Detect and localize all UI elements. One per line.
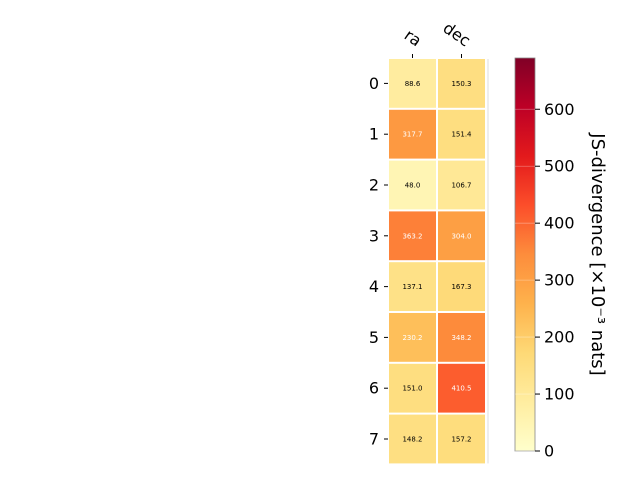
- column-tick-labels: ra dec: [401, 18, 474, 58]
- colorbar-tick-label: 200: [544, 328, 575, 347]
- colorbar-gradient: [514, 57, 536, 452]
- cell-value-label: 363.2: [402, 232, 422, 240]
- row-tick-label: 6: [369, 379, 379, 398]
- colorbar-tick-label: 600: [544, 100, 575, 119]
- row-tick-label: 1: [369, 125, 379, 144]
- heatmap-cell: [389, 313, 436, 362]
- colorbar-tick-label: 0: [544, 442, 554, 461]
- colorbar-label: JS-divergence [×10⁻³ nats]: [587, 132, 608, 375]
- row-tick-labels: 0 1 2 3 4 5 6 7: [369, 74, 388, 449]
- cell-value-label: 151.4: [451, 131, 472, 139]
- heatmap-cell: [389, 262, 436, 311]
- cell-value-label: 157.2: [451, 436, 471, 444]
- cell-value-label: 48.0: [405, 182, 421, 190]
- heatmap-cells: 88.6 150.3 317.7 151.4 48.0 106.7 363.2 304.0 13…: [389, 59, 489, 464]
- cell-value-label: 317.7: [402, 131, 422, 139]
- cell-value-label: 106.7: [451, 182, 471, 190]
- colorbar-tick-label: 100: [544, 385, 575, 404]
- heatmap-cell: [438, 262, 485, 311]
- cell-value-label: 167.3: [451, 283, 471, 291]
- row-tick-label: 7: [369, 430, 379, 449]
- heatmap-cell: [438, 160, 485, 210]
- heatmap-cell: [438, 313, 485, 362]
- row-tick-label: 3: [369, 226, 379, 245]
- heatmap-cell: [438, 109, 485, 159]
- row-tick-label: 2: [369, 176, 379, 195]
- heatmap-cell: [389, 211, 436, 261]
- heatmap-cell: [389, 414, 436, 464]
- colorbar-tick-label: 300: [544, 271, 575, 290]
- cell-value-label: 348.2: [451, 334, 471, 342]
- cell-value-label: 230.2: [402, 334, 422, 342]
- cell-value-label: 88.6: [405, 80, 421, 88]
- cell-value-label: 410.5: [451, 385, 471, 393]
- heatmap-cell: [438, 59, 485, 108]
- heatmap-cell: [438, 414, 485, 464]
- cell-value-label: 151.0: [402, 385, 422, 393]
- colorbar: 0 100 200 300 400 500 600 JS-divergence [×10⁻³ …: [514, 57, 608, 461]
- heatmap-cell: [389, 363, 436, 413]
- column-tick-label: dec: [440, 18, 474, 50]
- heatmap-cell: [438, 211, 485, 261]
- colorbar-tick-label: 500: [544, 157, 575, 176]
- row-tick-label: 0: [369, 74, 379, 93]
- row-tick-label: 4: [369, 277, 379, 296]
- heatmap-cell: [389, 160, 436, 210]
- row-tick-label: 5: [369, 328, 379, 347]
- heatmap-cell: [389, 109, 436, 159]
- cell-value-label: 150.3: [451, 80, 471, 88]
- column-tick-label: ra: [401, 25, 425, 50]
- colorbar-tick-label: 400: [544, 214, 575, 233]
- cell-value-label: 137.1: [402, 283, 422, 291]
- heatmap-cell: [438, 363, 485, 413]
- cell-value-label: 148.2: [402, 436, 422, 444]
- cell-value-label: 304.0: [451, 232, 471, 240]
- heatmap-cell: [389, 59, 436, 108]
